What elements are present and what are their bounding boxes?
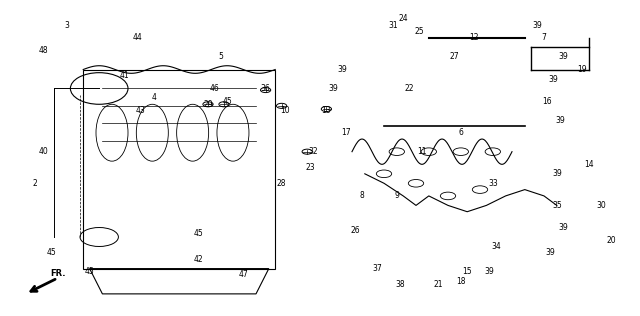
- Text: 44: 44: [132, 33, 143, 42]
- Text: 41: 41: [120, 71, 130, 80]
- Text: 11: 11: [418, 147, 427, 156]
- Text: 29: 29: [203, 100, 213, 109]
- Text: 18: 18: [456, 277, 465, 286]
- Text: 45: 45: [84, 267, 95, 276]
- Text: 42: 42: [193, 255, 204, 264]
- Text: 45: 45: [222, 97, 232, 106]
- Text: 24: 24: [398, 15, 408, 23]
- Text: 39: 39: [545, 248, 556, 257]
- Text: 39: 39: [558, 223, 568, 232]
- Text: 12: 12: [469, 33, 478, 42]
- Text: 39: 39: [328, 84, 338, 93]
- Text: 28: 28: [277, 179, 286, 188]
- Text: 39: 39: [552, 169, 562, 178]
- Text: 48: 48: [38, 46, 49, 55]
- Text: 33: 33: [488, 179, 498, 188]
- Text: 20: 20: [606, 236, 616, 245]
- Text: 27: 27: [449, 52, 460, 61]
- Text: 9: 9: [394, 191, 399, 200]
- Text: 7: 7: [541, 33, 547, 42]
- Text: 39: 39: [532, 21, 543, 30]
- Text: 25: 25: [414, 27, 424, 36]
- Text: 36: 36: [260, 84, 271, 93]
- Text: 43: 43: [136, 106, 146, 115]
- Text: 30: 30: [596, 201, 607, 210]
- Text: 37: 37: [372, 264, 383, 273]
- Text: 2: 2: [33, 179, 38, 188]
- Text: 45: 45: [193, 229, 204, 238]
- Text: 16: 16: [542, 97, 552, 106]
- Text: 3: 3: [65, 21, 70, 30]
- Text: 31: 31: [388, 21, 399, 30]
- Text: 17: 17: [340, 128, 351, 137]
- Text: 4: 4: [151, 94, 156, 102]
- Text: 19: 19: [577, 65, 588, 74]
- Text: 22: 22: [405, 84, 414, 93]
- Text: 23: 23: [305, 163, 316, 172]
- Text: FR.: FR.: [50, 269, 65, 278]
- Text: 39: 39: [558, 52, 568, 61]
- Text: 14: 14: [584, 160, 594, 169]
- Text: 39: 39: [484, 267, 495, 276]
- Text: 47: 47: [238, 270, 248, 279]
- Text: 35: 35: [552, 201, 562, 210]
- Text: 10: 10: [280, 106, 290, 115]
- Text: 32: 32: [308, 147, 319, 156]
- Text: 46: 46: [209, 84, 220, 93]
- Text: 34: 34: [491, 242, 501, 251]
- Text: 26: 26: [350, 226, 360, 235]
- Text: 15: 15: [462, 267, 472, 276]
- Text: 39: 39: [555, 116, 565, 125]
- Text: 38: 38: [395, 280, 405, 289]
- Text: 40: 40: [38, 147, 49, 156]
- Text: 21: 21: [434, 280, 443, 289]
- Text: 6: 6: [458, 128, 463, 137]
- Text: 39: 39: [337, 65, 348, 74]
- Text: 39: 39: [548, 75, 559, 83]
- Text: 45: 45: [46, 248, 56, 257]
- Text: 5: 5: [218, 52, 223, 61]
- Text: 8: 8: [359, 191, 364, 200]
- Text: 13: 13: [321, 106, 332, 115]
